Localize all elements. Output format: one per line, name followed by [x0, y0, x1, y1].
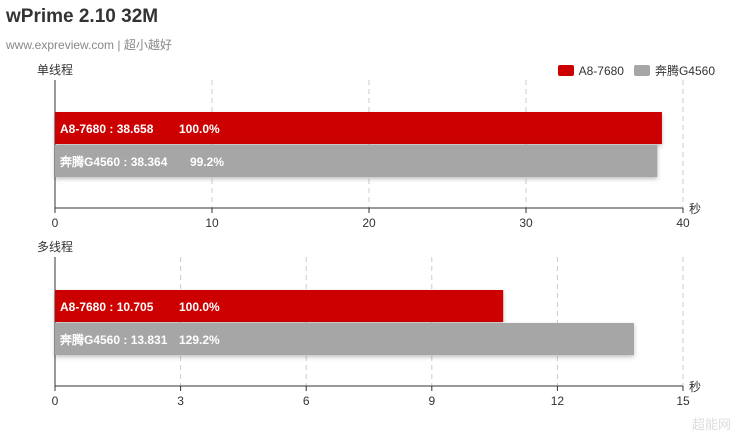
- x-tick-label-multi: 9: [428, 394, 435, 408]
- bar-label-single: A8-7680 : 38.658: [60, 122, 154, 136]
- bar-label-multi: A8-7680 : 10.705: [60, 300, 154, 314]
- x-tick-label-multi: 12: [551, 394, 565, 408]
- legend-item-a8[interactable]: A8-7680: [557, 63, 624, 78]
- x-tick-label-single: 0: [52, 216, 59, 230]
- bar-percent-multi: 129.2%: [179, 333, 220, 347]
- bar-single-g4560: [55, 145, 658, 177]
- bar-single-a8: [55, 112, 662, 144]
- x-tick-label-single: 40: [676, 216, 690, 230]
- x-tick-label-multi: 6: [303, 394, 310, 408]
- legend-item-g4560[interactable]: 奔腾G4560: [633, 62, 715, 79]
- bar-percent-single: 99.2%: [190, 155, 224, 169]
- x-axis-label-single: 秒: [689, 202, 701, 216]
- x-axis-label-multi: 秒: [689, 380, 701, 394]
- legend-label-a8: A8-7680: [578, 63, 624, 78]
- watermark: 超能网: [691, 417, 731, 432]
- legend-swatch-a8: [557, 65, 574, 76]
- bar-percent-single: 100.0%: [179, 122, 220, 136]
- legend: A8-7680 奔腾G4560: [557, 62, 715, 79]
- legend-label-g4560: 奔腾G4560: [654, 64, 715, 78]
- x-tick-label-multi: 3: [177, 394, 184, 408]
- bar-label-single: 奔腾G4560 : 38.364: [59, 154, 168, 169]
- legend-swatch-g4560: [633, 65, 650, 76]
- x-tick-label-single: 10: [205, 216, 219, 230]
- bar-label-multi: 奔腾G4560 : 13.831: [59, 332, 168, 347]
- chart-subtitle: www.expreview.com | 超小越好: [6, 38, 172, 52]
- bar-percent-multi: 100.0%: [179, 300, 220, 314]
- bar-multi-a8: [55, 290, 504, 322]
- chart-title: wPrime 2.10 32M: [6, 6, 159, 27]
- bar-multi-g4560: [55, 323, 635, 355]
- chart-title-multi: 多线程: [37, 239, 73, 254]
- x-tick-label-single: 30: [519, 216, 533, 230]
- chart-title-single: 单线程: [37, 62, 73, 77]
- x-tick-label-multi: 0: [52, 394, 59, 408]
- x-tick-label-multi: 15: [676, 394, 690, 408]
- x-tick-label-single: 20: [362, 216, 376, 230]
